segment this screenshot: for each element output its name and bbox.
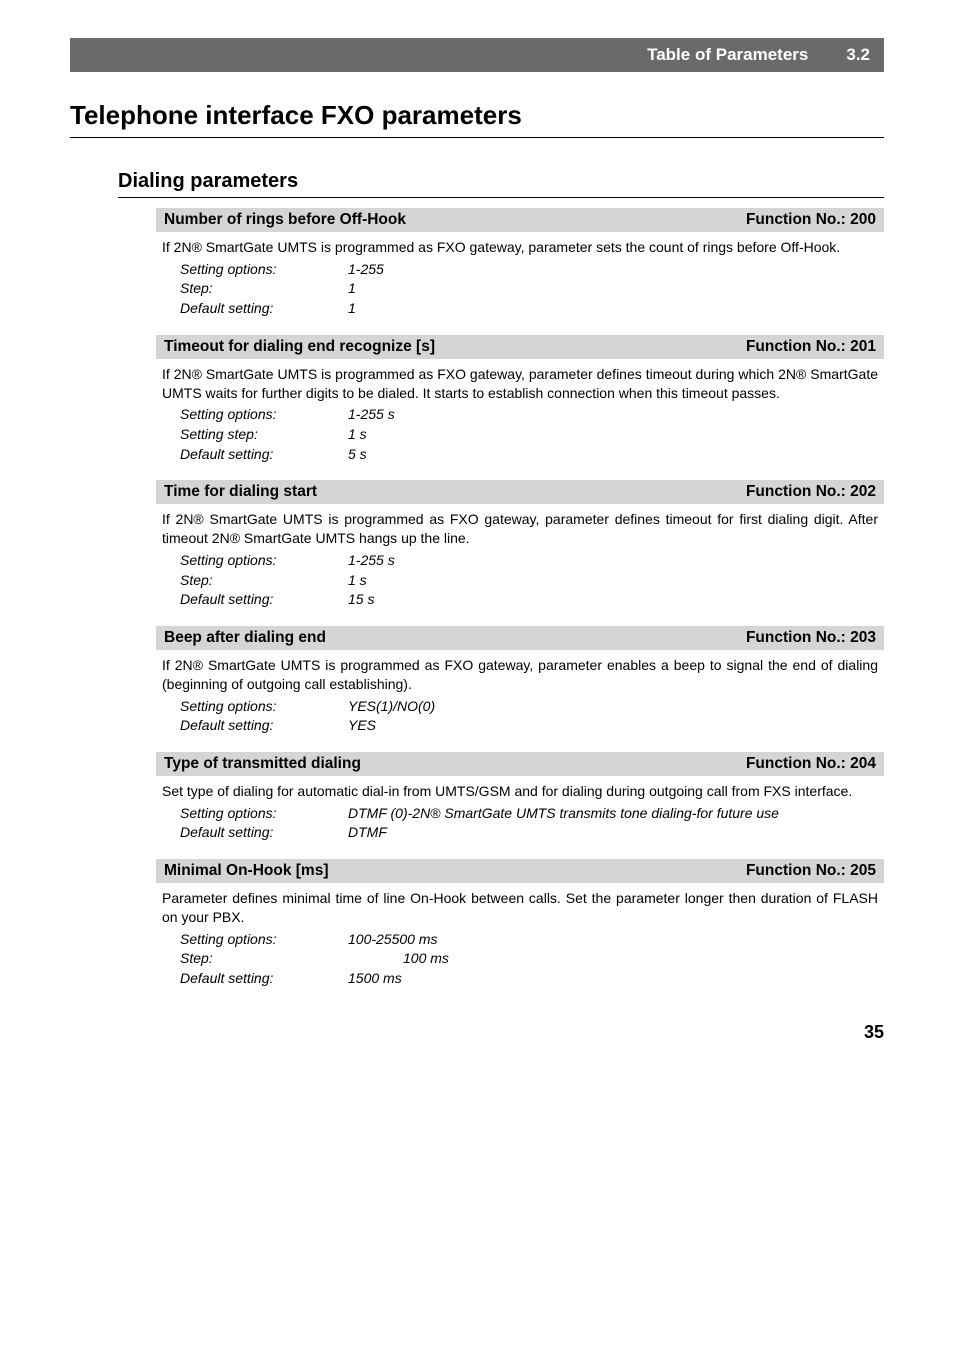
param-function-number: Function No.: 200 [746,211,876,229]
param-title: Type of transmitted dialing [164,755,361,773]
setting-row: Setting options:1-255 s [180,405,884,425]
setting-value: 1 s [348,425,884,445]
setting-label: Setting options: [180,260,348,280]
setting-label: Default setting: [180,969,348,989]
setting-row: Default setting:YES [180,716,884,736]
param-function-number: Function No.: 202 [746,483,876,501]
setting-label: Default setting: [180,590,348,610]
setting-label: Setting options: [180,551,348,571]
setting-row: Setting options:100-25500 ms [180,930,884,950]
param-block: Time for dialing start Function No.: 202 I… [156,480,884,610]
param-block: Beep after dialing end Function No.: 203 I… [156,626,884,736]
param-title-row: Time for dialing start Function No.: 202 [156,480,884,504]
subsection-title: Dialing parameters [118,170,884,198]
param-function-number: Function No.: 204 [746,755,876,773]
param-function-number: Function No.: 201 [746,338,876,356]
setting-label: Default setting: [180,823,348,843]
setting-value: 1-255 [348,260,884,280]
setting-row: Setting options:DTMF (0)-2N® SmartGate U… [180,804,884,824]
setting-value: 15 s [348,590,884,610]
setting-row: Setting options:1-255 s [180,551,884,571]
setting-value: 5 s [348,445,884,465]
setting-row: Setting options:1-255 [180,260,884,280]
param-title-row: Type of transmitted dialing Function No.:… [156,752,884,776]
setting-label: Setting options: [180,804,348,824]
setting-value: 1-255 s [348,551,884,571]
setting-label: Setting options: [180,697,348,717]
setting-label: Default setting: [180,299,348,319]
setting-label: Step: [180,279,348,299]
setting-label: Setting options: [180,930,348,950]
header-title: Table of Parameters [647,45,808,65]
setting-row: Default setting:15 s [180,590,884,610]
param-description: Parameter defines minimal time of line O… [162,889,878,927]
setting-value: 1 [348,299,884,319]
setting-value: 100 ms [348,949,884,969]
main-title: Telephone interface FXO parameters [70,100,884,138]
setting-row: Default setting:DTMF [180,823,884,843]
setting-label: Setting step: [180,425,348,445]
param-title: Number of rings before Off-Hook [164,211,406,229]
setting-value: DTMF [348,823,884,843]
param-title: Timeout for dialing end recognize [s] [164,338,435,356]
params-container: Number of rings before Off-Hook Function … [118,208,884,988]
page-header-bar: Table of Parameters 3.2 [70,38,884,72]
setting-label: Default setting: [180,445,348,465]
param-title: Minimal On-Hook [ms] [164,862,328,880]
param-title-row: Minimal On-Hook [ms] Function No.: 205 [156,859,884,883]
param-description: Set type of dialing for automatic dial-i… [162,782,878,801]
setting-label: Step: [180,571,348,591]
setting-value: 1-255 s [348,405,884,425]
setting-value: 1 s [348,571,884,591]
setting-row: Step:100 ms [180,949,884,969]
setting-label: Step: [180,949,348,969]
param-function-number: Function No.: 203 [746,629,876,647]
param-description: If 2N® SmartGate UMTS is programmed as F… [162,238,878,257]
setting-row: Setting options:YES(1)/NO(0) [180,697,884,717]
setting-row: Step:1 [180,279,884,299]
param-description: If 2N® SmartGate UMTS is programmed as F… [162,656,878,694]
param-title-row: Timeout for dialing end recognize [s] Fun… [156,335,884,359]
param-block: Number of rings before Off-Hook Function … [156,208,884,319]
param-block: Type of transmitted dialing Function No.:… [156,752,884,843]
setting-value: DTMF (0)-2N® SmartGate UMTS transmits to… [348,804,884,824]
setting-row: Default setting:5 s [180,445,884,465]
param-title: Time for dialing start [164,483,317,501]
setting-value: 1 [348,279,884,299]
param-description: If 2N® SmartGate UMTS is programmed as F… [162,365,878,403]
setting-label: Default setting: [180,716,348,736]
setting-row: Default setting:1 [180,299,884,319]
setting-value: 1500 ms [348,969,884,989]
param-title-row: Beep after dialing end Function No.: 203 [156,626,884,650]
page-number: 35 [70,1022,884,1043]
param-title-row: Number of rings before Off-Hook Function … [156,208,884,232]
content-area: Dialing parameters Number of rings befor… [118,170,884,988]
setting-value: 100-25500 ms [348,930,884,950]
param-function-number: Function No.: 205 [746,862,876,880]
setting-value: YES(1)/NO(0) [348,697,884,717]
setting-label: Setting options: [180,405,348,425]
setting-row: Default setting:1500 ms [180,969,884,989]
header-chapter: 3.2 [846,45,870,65]
param-description: If 2N® SmartGate UMTS is programmed as F… [162,510,878,548]
param-title: Beep after dialing end [164,629,326,647]
setting-row: Setting step:1 s [180,425,884,445]
param-block: Minimal On-Hook [ms] Function No.: 205 Par… [156,859,884,989]
setting-value: YES [348,716,884,736]
param-block: Timeout for dialing end recognize [s] Fun… [156,335,884,465]
setting-row: Step:1 s [180,571,884,591]
